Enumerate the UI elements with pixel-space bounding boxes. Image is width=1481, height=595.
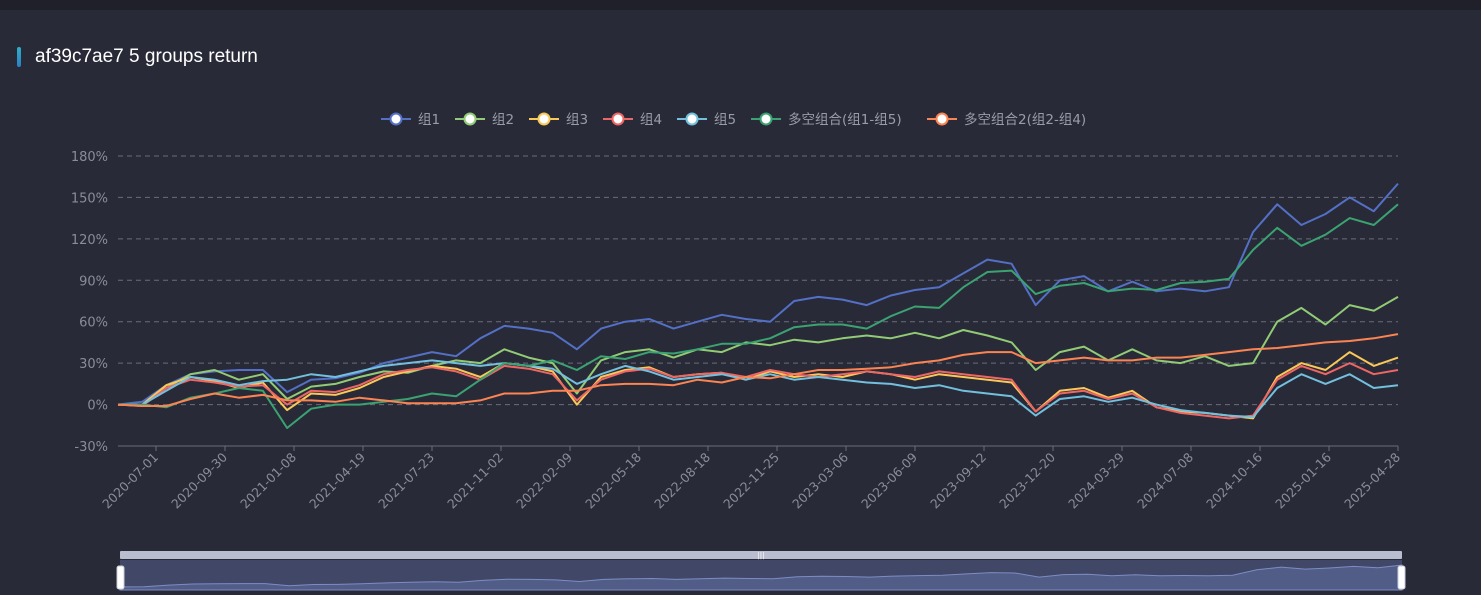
y-tick-label: 30%: [79, 357, 108, 372]
chart-grid: [118, 155, 1398, 447]
data-zoom-slider[interactable]: |||: [116, 551, 1406, 591]
x-tick-label: 2022-05-18: [582, 449, 644, 511]
legend: 组1 组2 组3 组4 组5 多空组合(组1-组5) 多空组合2(组2-组4): [381, 111, 1086, 128]
y-tick-label: 90%: [79, 274, 108, 289]
x-tick-label: 2022-11-25: [720, 450, 782, 512]
y-tick-label: -30%: [74, 440, 108, 455]
x-tick-label: 2021-07-23: [375, 450, 437, 512]
legend-marker: [759, 112, 773, 126]
legend-label: 多空组合2(组2-组4): [964, 111, 1086, 128]
x-tick-label: 2025-01-16: [1272, 449, 1334, 511]
y-axis: 180% 150% 120% 90% 60% 30% 0% -30%: [71, 150, 108, 455]
x-tick-label: 2020-09-30: [168, 449, 230, 511]
legend-marker: [389, 112, 403, 126]
series-line: [117, 362, 1399, 420]
x-tick-label: 2023-03-06: [789, 449, 851, 511]
legend-item[interactable]: 组3: [529, 112, 588, 128]
legend-label: 组2: [492, 112, 514, 128]
legend-label: 组4: [640, 112, 662, 128]
y-tick-label: 60%: [79, 316, 108, 331]
x-tick-label: 2022-02-09: [513, 449, 575, 511]
chart-series: [117, 182, 1399, 429]
legend-marker: [685, 112, 699, 126]
x-tick-label: 2021-11-02: [444, 450, 506, 512]
legend-marker: [611, 112, 625, 126]
zoom-handle-left[interactable]: [116, 565, 125, 590]
series-line: [117, 182, 1399, 406]
legend-item[interactable]: 多空组合(组1-组5): [751, 111, 902, 128]
series-line: [118, 203, 1399, 429]
series-line: [118, 296, 1399, 406]
chart-title: af39c7ae7 5 groups return: [35, 46, 258, 67]
legend-item[interactable]: 组5: [677, 112, 736, 128]
legend-marker: [537, 112, 551, 126]
series-line: [118, 351, 1399, 420]
x-tick-label: 2021-04-19: [306, 449, 368, 511]
x-tick-label: 2021-01-08: [237, 449, 299, 511]
series-line: [117, 333, 1399, 407]
zoom-grip-icon: |||: [757, 552, 764, 560]
x-tick-label: 2022-08-18: [651, 449, 713, 511]
x-tick-label: 2023-06-09: [858, 449, 920, 511]
legend-item[interactable]: 多空组合2(组2-组4): [927, 111, 1086, 128]
zoom-move-bar[interactable]: [120, 551, 1402, 559]
title-accent-bar: [17, 47, 21, 67]
legend-label: 组1: [418, 112, 440, 128]
legend-marker: [463, 112, 477, 126]
y-tick-label: 120%: [71, 233, 108, 248]
x-tick-label: 2023-12-20: [996, 449, 1058, 511]
legend-item[interactable]: 组4: [603, 112, 662, 128]
x-tick-label: 2024-03-29: [1065, 449, 1127, 511]
legend-label: 组3: [566, 112, 588, 128]
y-tick-label: 150%: [71, 191, 108, 206]
x-axis: 2020-07-01 2020-09-30 2021-01-08 2021-04-19…: [99, 446, 1403, 511]
chart-panel: af39c7ae7 5 groups return: [0, 10, 1481, 595]
x-tick-label: 2024-10-16: [1203, 449, 1265, 511]
legend-item[interactable]: 组2: [455, 112, 514, 128]
y-tick-label: 180%: [71, 150, 108, 165]
x-tick-label: 2023-09-12: [927, 450, 989, 512]
zoom-handle-right[interactable]: [1397, 565, 1406, 590]
y-tick-label: 0%: [87, 399, 108, 414]
legend-marker: [935, 112, 949, 126]
x-tick-label: 2025-04-28: [1341, 449, 1403, 511]
x-tick-label: 2020-07-01: [99, 450, 161, 512]
legend-label: 组5: [714, 112, 736, 128]
legend-item[interactable]: 组1: [381, 112, 440, 128]
zoom-preview-area: [119, 564, 1403, 591]
legend-label: 多空组合(组1-组5): [788, 111, 902, 128]
chart-title-wrap: af39c7ae7 5 groups return: [17, 46, 258, 68]
x-tick-label: 2024-07-08: [1134, 449, 1196, 511]
